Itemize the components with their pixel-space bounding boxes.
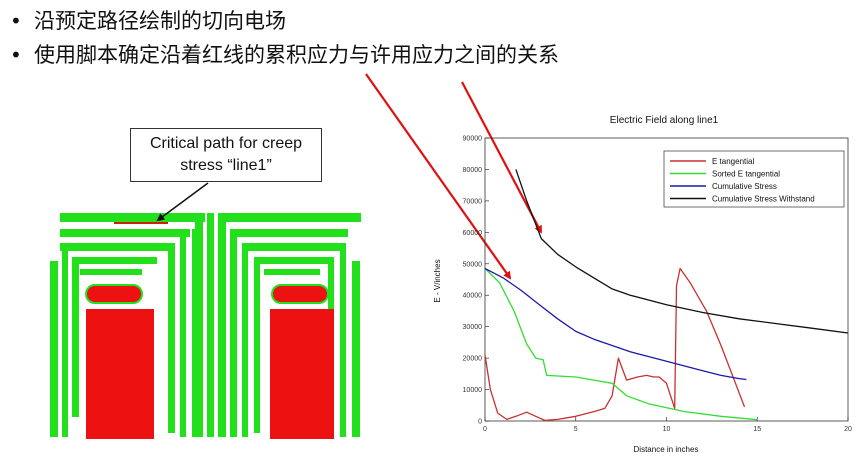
series-line [484,268,758,421]
chart-title: Electric Field along line1 [610,115,719,126]
red-arrow-to-sorted-curve [365,73,512,280]
y-tick-label: 20000 [463,356,483,363]
bullet-item: • 沿预定路径绘制的切向电场 [10,4,559,38]
series-line [484,267,746,422]
critical-path-callout: Critical path for creep stress “line1” [130,128,322,182]
x-tick-label: 10 [663,426,671,433]
left-conductor-cap [85,284,143,304]
x-tick-label: 20 [844,426,852,433]
legend-label: Cumulative Stress [712,182,777,191]
bullet-dot-icon: • [10,9,22,33]
left-conductor-block [86,309,154,439]
y-axis-label: E - V/inches [433,259,442,302]
callout-pointer-arrow [156,182,209,222]
x-tick-label: 0 [483,426,487,433]
electric-field-chart: Electric Field along line1 0 10000 20000 30… [433,115,852,454]
x-tick-label: 15 [753,426,761,433]
y-tick-label: 0 [478,419,482,426]
callout-line-2: stress “line1” [180,157,272,174]
legend-label: Cumulative Stress Withstand [712,195,815,204]
y-tick-label: 10000 [463,387,483,394]
conductors [85,284,334,439]
y-tick-label: 50000 [463,261,483,268]
y-tick-label: 90000 [463,136,483,143]
y-tick-label: 80000 [463,167,483,174]
right-conductor-cap [271,284,329,304]
legend-label: Sorted E tangential [712,170,780,179]
bullet-text: 使用脚本确定沿着红线的累积应力与许用应力之间的关系 [34,43,559,67]
y-axis-ticks: 0 10000 20000 30000 40000 50000 60000 70000 8000… [463,136,489,426]
bullet-text: 沿预定路径绘制的切向电场 [34,9,286,33]
y-tick-label: 70000 [463,198,483,205]
y-tick-label: 30000 [463,324,483,331]
y-tick-label: 60000 [463,230,483,237]
bullet-dot-icon: • [10,43,22,67]
x-tick-label: 5 [574,426,578,433]
bullet-list: • 沿预定路径绘制的切向电场 • 使用脚本确定沿着红线的累积应力与许用应力之间的… [10,4,559,72]
series-layer [484,169,849,422]
bullet-item: • 使用脚本确定沿着红线的累积应力与许用应力之间的关系 [10,38,559,72]
series-line [484,267,747,381]
transformer-cross-section-diagram [50,213,361,439]
legend: E tangential Sorted E tangential Cumulativ… [663,150,845,208]
right-conductor-block [270,309,334,439]
y-tick-label: 40000 [463,293,483,300]
callout-line-1: Critical path for creep [149,135,303,152]
legend-label: E tangential [712,157,754,166]
red-arrow-to-withstand-curve [461,81,542,234]
x-axis-label: Distance in inches [634,445,699,454]
x-axis-ticks: 0 5 10 15 20 [483,417,852,433]
series-line [515,169,849,334]
